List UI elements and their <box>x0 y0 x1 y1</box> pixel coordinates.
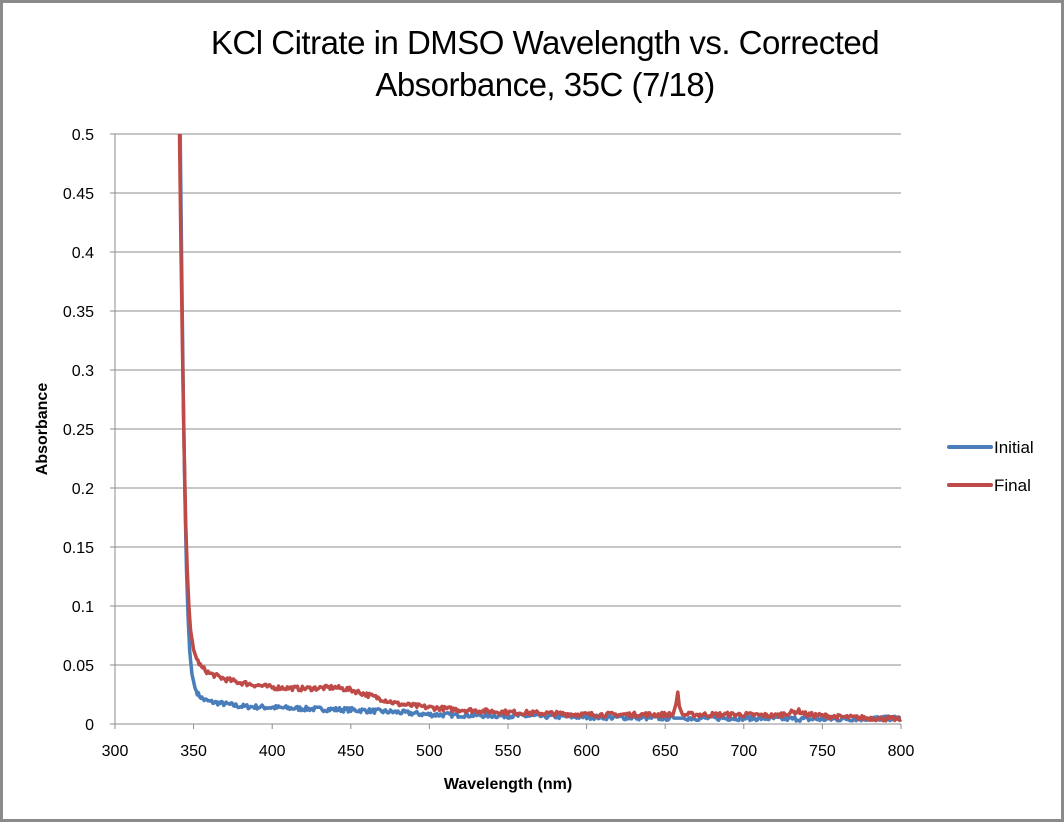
chart-title-line-1: KCl Citrate in DMSO Wavelength vs. Corre… <box>210 24 880 61</box>
y-tick-label: 0.3 <box>72 363 94 380</box>
y-tick-label: 0.1 <box>72 599 94 616</box>
x-tick-label: 700 <box>730 743 757 760</box>
legend-label-initial: Initial <box>994 438 1034 457</box>
x-axis-label: Wavelength (nm) <box>444 776 572 793</box>
series-group <box>177 133 903 723</box>
y-tick-label: 0.2 <box>72 481 94 498</box>
y-tick-label: 0.25 <box>63 422 94 439</box>
series-line-final <box>177 133 903 723</box>
y-tick-label: 0.5 <box>72 127 94 144</box>
series-line-initial <box>178 133 902 723</box>
y-tick-label: 0.05 <box>63 658 94 675</box>
x-tick-label: 400 <box>259 743 286 760</box>
x-tick-label: 500 <box>416 743 443 760</box>
x-tick-label: 300 <box>102 743 129 760</box>
x-tick-label: 550 <box>495 743 522 760</box>
x-tick-label: 450 <box>337 743 364 760</box>
y-tick-label: 0.4 <box>72 245 94 262</box>
y-axis-ticks: 0 0.05 0.1 0.15 0.2 0.25 0.3 0.35 0.4 0.45 0.5 <box>63 127 115 734</box>
y-tick-label: 0.35 <box>63 304 94 321</box>
y-tick-label: 0.45 <box>63 186 94 203</box>
legend: Initial Final <box>947 438 1034 495</box>
chart-title: KCl Citrate in DMSO Wavelength vs. Corre… <box>150 22 940 106</box>
y-tick-label: 0.15 <box>63 540 94 557</box>
gridlines <box>115 133 901 666</box>
x-tick-label: 650 <box>652 743 679 760</box>
y-axis-label: Absorbance <box>34 383 51 476</box>
chart-title-line-2: Absorbance, 35C (7/18) <box>375 66 715 103</box>
x-tick-label: 750 <box>809 743 836 760</box>
x-axis-ticks: 300 350 400 450 500 550 600 650 700 750 800 <box>102 724 915 760</box>
y-tick-label: 0 <box>85 717 94 734</box>
x-tick-label: 350 <box>180 743 207 760</box>
x-tick-label: 600 <box>573 743 600 760</box>
x-tick-label: 800 <box>888 743 915 760</box>
legend-label-final: Final <box>994 476 1031 495</box>
